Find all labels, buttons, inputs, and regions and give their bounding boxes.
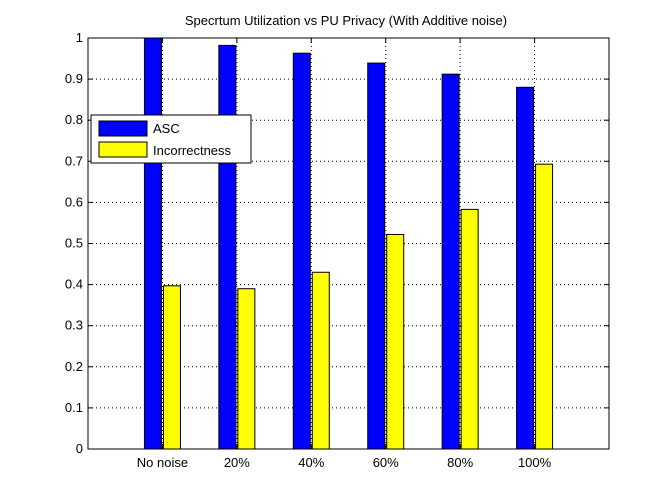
legend-label-incorrectness: Incorrectness <box>153 143 232 158</box>
legend-label-asc: ASC <box>153 121 180 136</box>
grid-lines <box>88 38 609 449</box>
x-tick-label: No noise <box>137 455 188 470</box>
y-tick-label: 0.1 <box>65 400 83 415</box>
y-tick-label: 0.9 <box>65 71 83 86</box>
x-tick-label: 60% <box>373 455 399 470</box>
y-tick-label: 0.6 <box>65 194 83 209</box>
y-tick-label: 0.3 <box>65 318 83 333</box>
bar-incorrectness <box>311 271 330 450</box>
y-tick-label: 0.4 <box>65 277 83 292</box>
x-tick-label: 20% <box>224 455 250 470</box>
x-tick-label: 100% <box>518 455 552 470</box>
bar-incorrectness <box>162 285 181 450</box>
bar-asc <box>292 52 311 450</box>
chart-title: Specrtum Utilization vs PU Privacy (With… <box>185 13 507 28</box>
y-tick-label: 0.5 <box>65 236 83 251</box>
bar-asc <box>441 73 460 450</box>
bar-incorrectness <box>237 288 256 450</box>
y-tick-label: 1 <box>76 30 83 45</box>
y-tick-label: 0.8 <box>65 112 83 127</box>
legend-swatch-asc <box>98 120 148 137</box>
x-tick-label: 80% <box>447 455 473 470</box>
bar-asc <box>143 37 162 450</box>
axis-ticks <box>88 37 609 450</box>
bar-asc <box>367 62 386 450</box>
y-axis-tick-labels: 0 0.1 0.2 0.3 0.4 0.5 0.6 0.7 0.8 0.9 1 <box>65 30 83 456</box>
legend-swatch-incorrectness <box>98 141 148 158</box>
x-axis-tick-labels: No noise 20% 40% 60% 80% 100% <box>137 455 552 470</box>
x-tick-label: 40% <box>298 455 324 470</box>
y-tick-label: 0.7 <box>65 153 83 168</box>
y-tick-label: 0.2 <box>65 359 83 374</box>
y-tick-label: 0 <box>76 441 83 456</box>
legend: ASC Incorrectness <box>90 114 252 164</box>
bar-incorrectness <box>535 163 554 450</box>
bar-asc <box>516 86 535 450</box>
bar-incorrectness <box>460 208 479 450</box>
bar-incorrectness <box>386 233 405 450</box>
bar-asc <box>218 44 237 450</box>
